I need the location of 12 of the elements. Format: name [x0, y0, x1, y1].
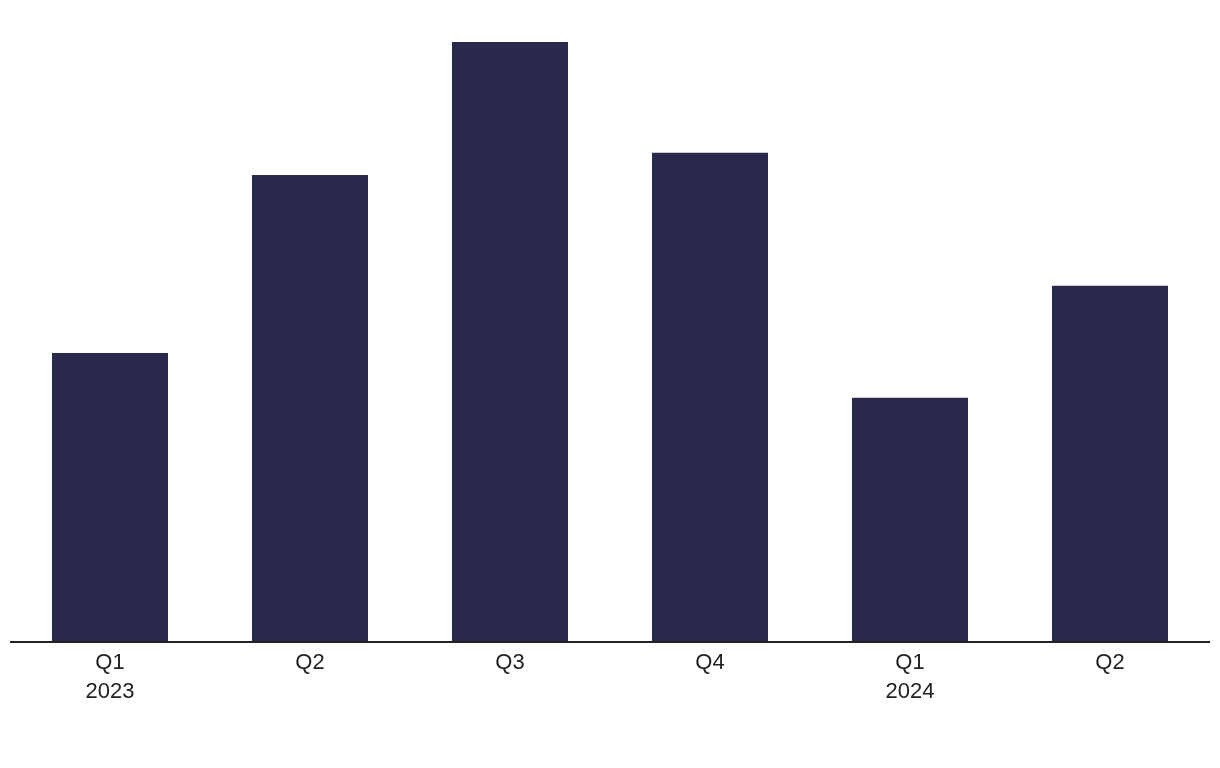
- bar: [852, 397, 968, 641]
- bar: [1052, 285, 1168, 641]
- bar: [52, 352, 168, 641]
- x-tick-label: Q1 2023: [85, 649, 135, 703]
- bar: [652, 152, 768, 641]
- x-tick-label: Q2: [295, 649, 325, 675]
- x-tick-label: Q2: [1095, 649, 1125, 675]
- x-tick-label: Q4: [695, 649, 725, 675]
- bar: [452, 42, 568, 641]
- x-tick-label: Q1 2024: [885, 649, 935, 703]
- bar: [252, 174, 368, 641]
- x-tick-label: Q3: [495, 649, 525, 675]
